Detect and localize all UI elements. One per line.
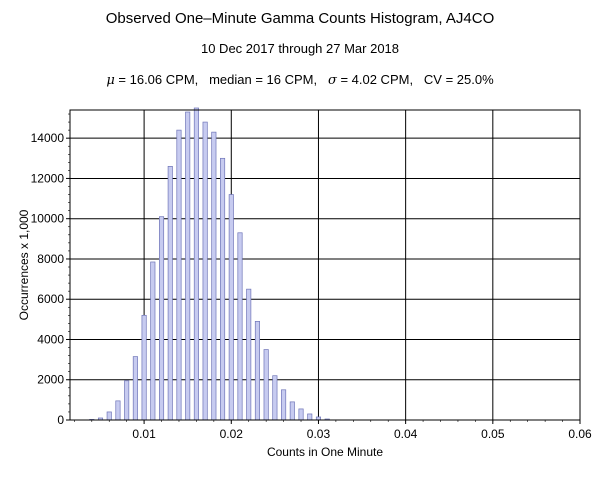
y-axis-label: Occurrences x 1,000 [17,209,31,320]
histogram-bar [193,107,199,421]
histogram-bar [159,216,165,421]
y-tick-label: 8000 [37,252,64,266]
plot-frame [69,109,581,421]
histogram-bar [132,356,138,421]
histogram-bar [106,411,112,421]
ticks: 0.01 0.02 0.03 0.04 0.05 0.06 0 2000 4000 6000 800… [31,113,592,441]
x-tick-label: 0.03 [307,427,331,441]
y-tick-label: 14000 [31,131,65,145]
y-tick-label: 10000 [31,212,65,226]
y-tick-label: 4000 [37,332,64,346]
histogram-bar [272,375,278,421]
y-tick-label: 12000 [31,171,65,185]
y-tick-label: 2000 [37,373,64,387]
histogram-bar [185,111,191,421]
chart-subtitle: 10 Dec 2017 through 27 Mar 2018 [200,41,400,56]
histogram-bar [263,349,269,421]
histogram-bar [228,194,234,421]
histogram-bar [246,288,252,421]
histogram-bar [202,121,208,421]
histogram-bar [150,261,156,421]
x-tick-label: 0.05 [481,427,505,441]
mu-symbol: μ [106,73,115,88]
histogram-bar [141,314,147,421]
histogram-bar [176,129,182,421]
histogram-bar [124,380,130,421]
histogram-bar [220,157,226,421]
x-tick-label: 0.06 [568,427,592,441]
chart-stats: μ = 16.06 CPM, median = 16 CPM, σ = 4.02… [0,72,600,88]
histogram-bar [289,401,295,421]
histogram-bar [211,131,217,421]
bars [89,107,330,421]
x-tick-label: 0.01 [132,427,156,441]
histogram-bar [254,321,260,421]
histogram-bar [115,400,121,421]
histogram-bar [281,389,287,421]
x-tick-label: 0.02 [220,427,244,441]
histogram-bar [307,413,313,421]
sigma-symbol: σ [327,73,337,88]
histogram-bar [237,232,243,421]
x-tick-label: 0.04 [394,427,418,441]
histogram-bar [298,408,304,421]
chart-title: Observed One–Minute Gamma Counts Histogr… [105,10,495,27]
sigma-text: = 4.02 CPM, CV = 25.0% [336,72,494,87]
mu-text: = 16.06 CPM, median = 16 CPM, [114,72,328,87]
x-axis-label: Counts in One Minute [267,445,383,459]
y-tick-label: 6000 [37,292,64,306]
y-tick-label: 0 [57,413,64,427]
histogram-bar [167,166,173,421]
